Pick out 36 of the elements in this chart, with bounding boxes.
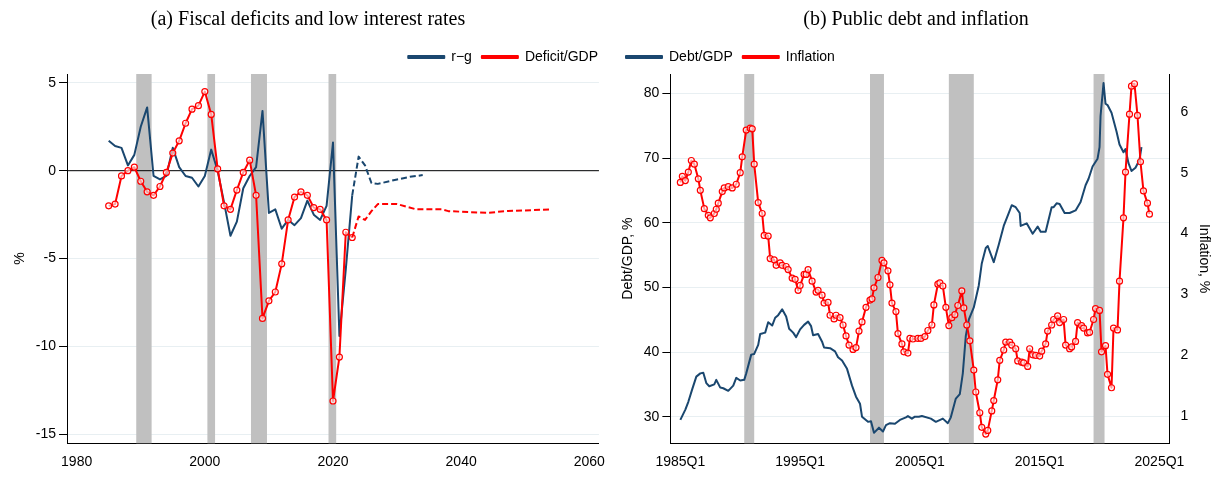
y2-axis-title: Inflation, % [1196, 223, 1213, 294]
y-tick-label: 80 [643, 84, 660, 101]
legend-label: Debt/GDP [669, 47, 733, 64]
y2-tick-label: 6 [1180, 102, 1189, 119]
x-tick-label: 1985Q1 [655, 453, 706, 470]
chart-title: (b) Public debt and inflation [803, 7, 1029, 31]
x-tick-label: 2060 [573, 453, 606, 470]
y-tick-label: 0 [48, 161, 57, 178]
x-tick-label: 2015Q1 [1014, 453, 1065, 470]
x-tick-label: 2005Q1 [894, 453, 946, 470]
y-axis-title: % [11, 252, 28, 265]
y2-tick-label: 4 [1180, 224, 1189, 241]
x-tick-label: 2020 [317, 453, 349, 470]
legend-label: Deficit/GDP [524, 47, 598, 64]
y-tick-label: -10 [35, 337, 57, 354]
x-tick-label: 2025Q1 [1134, 453, 1185, 470]
y2-tick-label: 2 [1180, 346, 1189, 363]
y-tick-label: 60 [643, 213, 660, 230]
y2-tick-label: 3 [1180, 285, 1189, 302]
y-axis-title: Debt/GDP, % [619, 217, 636, 300]
y-tick-label: 30 [643, 407, 660, 424]
x-tick-label: 2040 [445, 453, 477, 470]
legend-label: r−g [451, 47, 472, 64]
y2-tick-label: 1 [1180, 407, 1189, 424]
chart-title: (a) Fiscal deficits and low interest rates [150, 7, 466, 31]
legend-label: Inflation [785, 47, 835, 64]
x-tick-label: 1980 [61, 453, 93, 470]
y-tick-label: 70 [643, 148, 660, 165]
y-tick-label: -15 [35, 425, 57, 442]
y-tick-label: 5 [48, 73, 57, 90]
y-tick-label: 40 [643, 342, 660, 359]
x-tick-label: 1995Q1 [775, 453, 826, 470]
x-tick-label: 2000 [189, 453, 221, 470]
y-tick-label: 50 [643, 278, 660, 295]
y-tick-label: -5 [43, 249, 57, 266]
y2-tick-label: 5 [1180, 163, 1189, 180]
